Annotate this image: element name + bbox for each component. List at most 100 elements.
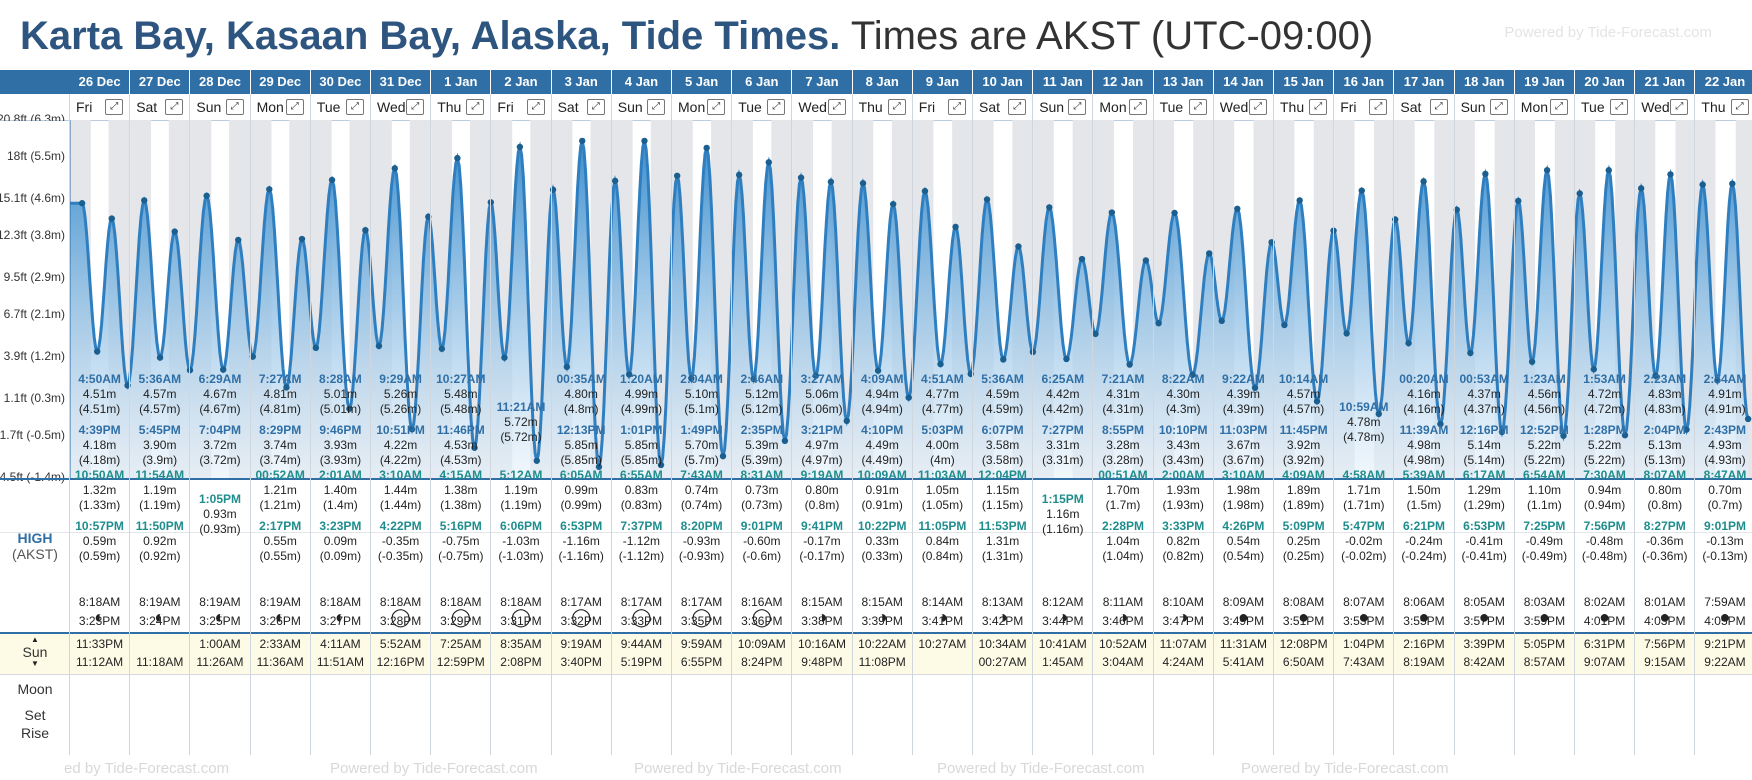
tide-point[interactable] [1467, 349, 1474, 357]
tide-point[interactable] [1281, 321, 1288, 329]
tide-point[interactable] [501, 354, 508, 361]
tide-point[interactable] [516, 143, 524, 151]
tide-point[interactable] [595, 463, 603, 471]
tide-point[interactable] [1683, 426, 1690, 433]
tide-point[interactable] [346, 405, 353, 412]
tide-point[interactable] [266, 186, 273, 193]
tide-point[interactable] [1560, 432, 1567, 439]
expand-icon[interactable]: ⤢ [466, 99, 485, 115]
expand-icon[interactable]: ⤢ [1369, 99, 1388, 115]
tide-point[interactable] [673, 172, 681, 179]
tide-point[interactable] [719, 452, 727, 460]
expand-icon[interactable]: ⤢ [767, 99, 786, 115]
expand-icon[interactable]: ⤢ [1670, 99, 1689, 115]
tide-point[interactable] [1543, 167, 1551, 174]
tide-point[interactable] [937, 360, 944, 368]
tide-point[interactable] [1528, 358, 1536, 365]
tide-point[interactable] [298, 235, 306, 243]
tide-point[interactable] [765, 159, 772, 166]
tide-point[interactable] [874, 367, 882, 374]
tide-point[interactable] [1420, 178, 1427, 185]
expand-icon[interactable]: ⤢ [1008, 99, 1027, 115]
tide-point[interactable] [563, 363, 571, 371]
expand-icon[interactable]: ⤢ [406, 99, 425, 115]
expand-icon[interactable]: ⤢ [165, 99, 184, 115]
expand-icon[interactable]: ⤢ [646, 99, 665, 115]
tide-point[interactable] [1155, 319, 1162, 327]
tide-point[interactable] [438, 345, 446, 352]
tide-point[interactable] [328, 176, 336, 184]
tide-point[interactable] [203, 192, 210, 199]
tide-point[interactable] [1498, 428, 1506, 436]
expand-icon[interactable]: ⤢ [1730, 99, 1749, 115]
tide-point[interactable] [611, 177, 619, 185]
tide-point[interactable] [579, 137, 586, 145]
tide-point[interactable] [362, 226, 369, 234]
tide-point[interactable] [1652, 372, 1659, 379]
tide-point[interactable] [1171, 209, 1178, 217]
expand-icon[interactable]: ⤢ [105, 99, 124, 115]
tide-point[interactable] [156, 354, 164, 361]
expand-icon[interactable]: ⤢ [1309, 99, 1328, 115]
tide-point[interactable] [1142, 257, 1150, 264]
tide-point[interactable] [735, 171, 743, 179]
expand-icon[interactable]: ⤢ [345, 99, 364, 115]
tide-point[interactable] [812, 372, 819, 379]
tide-point[interactable] [921, 187, 929, 195]
tide-point[interactable] [889, 200, 897, 208]
tide-point[interactable] [625, 371, 633, 378]
tide-point[interactable] [312, 344, 320, 352]
tide-point[interactable] [703, 144, 710, 152]
expand-icon[interactable]: ⤢ [1248, 99, 1267, 115]
tide-point[interactable] [1621, 432, 1629, 439]
powered-by-top[interactable]: Powered by Tide-Forecast.com [1504, 24, 1712, 41]
tide-point[interactable] [1234, 205, 1241, 213]
expand-icon[interactable]: ⤢ [887, 99, 906, 115]
tide-point[interactable] [141, 197, 148, 204]
tide-point[interactable] [1358, 187, 1365, 194]
tide-point[interactable] [750, 375, 757, 383]
tide-point[interactable] [391, 165, 398, 172]
tide-point[interactable] [1714, 377, 1721, 384]
expand-icon[interactable]: ⤢ [1489, 99, 1508, 115]
tide-point[interactable] [1296, 197, 1303, 204]
tide-point[interactable] [1000, 356, 1007, 363]
tide-point[interactable] [1189, 371, 1196, 378]
tide-point[interactable] [408, 425, 416, 433]
expand-icon[interactable]: ⤢ [707, 99, 726, 115]
tide-point[interactable] [1699, 181, 1706, 188]
tide-point[interactable] [1251, 384, 1259, 392]
tide-point[interactable] [905, 394, 912, 401]
tide-point[interactable] [454, 154, 461, 162]
tide-point[interactable] [1126, 361, 1133, 368]
tide-point[interactable] [1744, 415, 1752, 423]
expand-icon[interactable]: ⤢ [1610, 99, 1629, 115]
expand-icon[interactable]: ⤢ [1429, 99, 1448, 115]
tide-point[interactable] [1078, 255, 1086, 263]
tide-point[interactable] [1313, 398, 1321, 405]
tide-point[interactable] [1515, 197, 1522, 205]
tide-point[interactable] [983, 196, 991, 203]
expand-icon[interactable]: ⤢ [1128, 99, 1147, 115]
expand-icon[interactable]: ⤢ [1549, 99, 1568, 115]
tide-point[interactable] [124, 382, 131, 389]
tide-point[interactable] [283, 384, 290, 391]
tide-point[interactable] [1729, 180, 1736, 187]
tide-point[interactable] [859, 180, 867, 187]
expand-icon[interactable]: ⤢ [947, 99, 966, 115]
expand-icon[interactable]: ⤢ [526, 99, 545, 115]
tide-point[interactable] [1218, 317, 1225, 325]
tide-point[interactable] [827, 178, 835, 186]
expand-icon[interactable]: ⤢ [1068, 99, 1087, 115]
tide-point[interactable] [657, 461, 665, 469]
tide-point[interactable] [533, 457, 541, 464]
expand-icon[interactable]: ⤢ [225, 99, 244, 115]
tide-point[interactable] [1108, 209, 1116, 216]
tide-point[interactable] [843, 417, 850, 425]
tide-point[interactable] [1576, 190, 1583, 197]
tide-point[interactable] [641, 137, 648, 145]
tide-point[interactable] [425, 213, 432, 220]
tide-point[interactable] [797, 174, 805, 181]
tide-point[interactable] [1453, 206, 1461, 213]
tide-point[interactable] [235, 236, 242, 244]
